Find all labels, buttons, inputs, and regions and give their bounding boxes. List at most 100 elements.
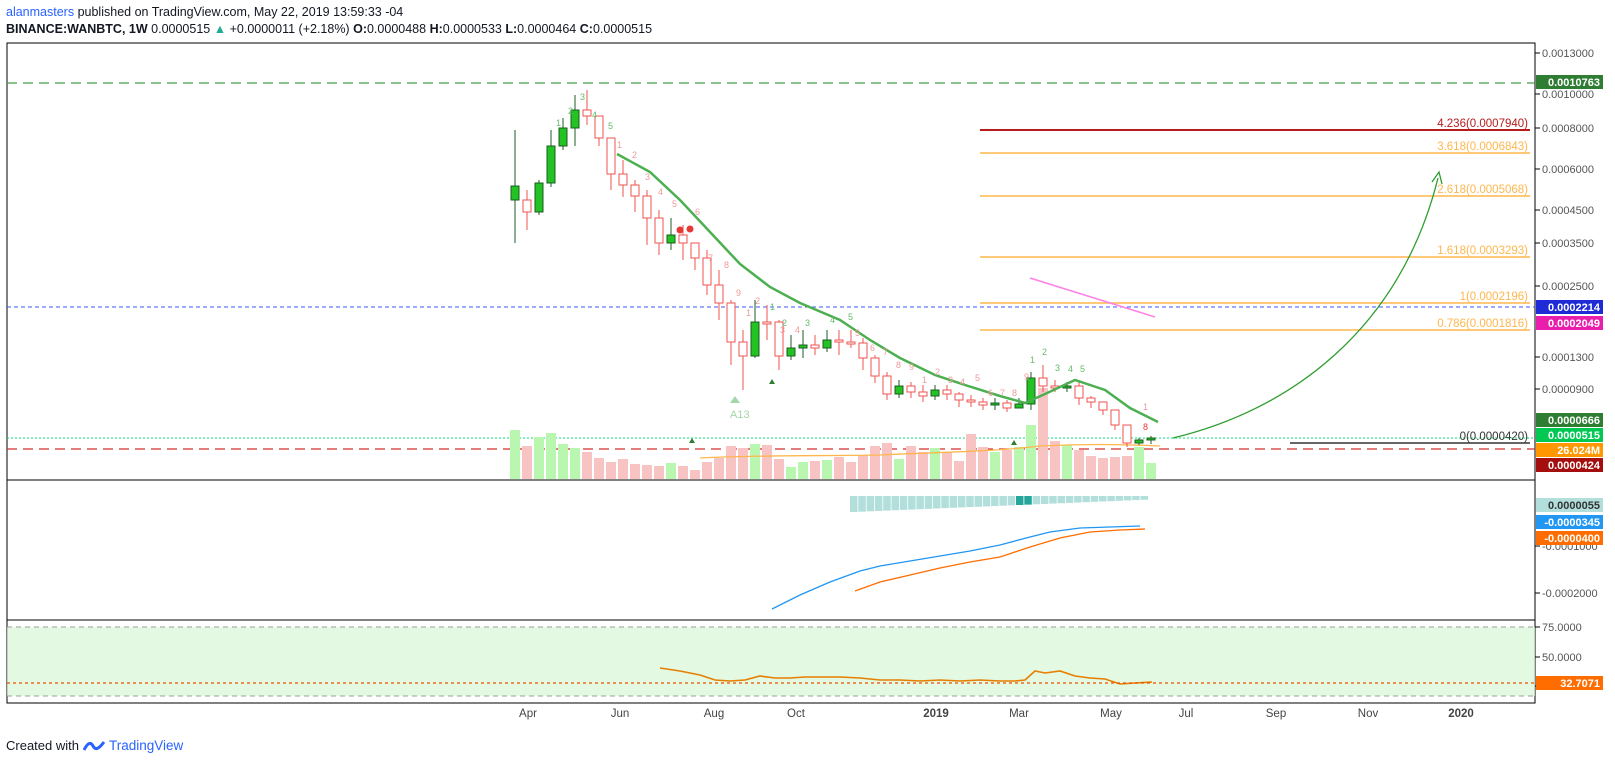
macd-hist-bar (1049, 496, 1057, 504)
volume-bar (558, 444, 568, 479)
volume-bar (894, 459, 904, 479)
candle-body (690, 242, 700, 259)
volume-bar (966, 434, 976, 479)
macd-histogram (850, 496, 1148, 512)
axis-tick-label: 0.0001300 (1542, 352, 1594, 364)
macd-hist-bar (1074, 496, 1082, 503)
volume-bar (546, 433, 556, 479)
price-badge (1536, 428, 1603, 442)
volume-ma-line (699, 443, 1161, 459)
td-marker-icon (676, 226, 684, 234)
author-link[interactable]: alanmasters (6, 5, 75, 19)
volume-bar (846, 462, 856, 479)
candle-body (1002, 402, 1012, 409)
price-badge (1536, 300, 1603, 314)
td-count-bull: 5 (1080, 364, 1085, 374)
price-badge-label: 0.0000666 (1548, 415, 1600, 427)
volume-bar (930, 448, 940, 479)
time-axis[interactable]: Apr Jun Aug Oct 2019 Mar May Jul Sep Nov 2020 (519, 708, 1474, 720)
volume-bar (654, 466, 664, 479)
candle-body (750, 321, 760, 357)
td-count-bear: 7 (708, 253, 713, 263)
tradingview-link[interactable]: TradingView (108, 738, 184, 753)
td-count-bear: 6 (695, 207, 700, 217)
td-count-bear: 7 (883, 347, 888, 357)
td-count-bear: 6 (988, 388, 993, 398)
macd-hist-bar (874, 496, 883, 511)
volume-bar (810, 461, 820, 479)
volume-bar (1134, 447, 1144, 479)
fib-level-label: 1(0.0002196) (1460, 291, 1529, 303)
td-count-bear: 5 (672, 199, 677, 209)
macd-hist-bar (1007, 496, 1016, 506)
macd-hist-bar (941, 496, 949, 509)
candle-body (846, 341, 856, 345)
publish-text: published on TradingView.com, May 22, 20… (77, 5, 404, 19)
price-badge-label: 0.0002049 (1548, 318, 1600, 330)
td-count-bear: 3 (948, 375, 953, 385)
td-count-bear: 9 (909, 362, 914, 372)
volume-bar (990, 452, 1000, 479)
volume-bar (1050, 441, 1060, 479)
td-count-bear: 6 (870, 343, 875, 353)
td-count-bear: 1 (746, 308, 751, 318)
price-axes[interactable]: 0.0013000 0.0010000 0.0008000 0.0006000 0.00… (1535, 48, 1603, 693)
axis-tick-label: 0.0006000 (1542, 164, 1594, 176)
macd-hist-bar (908, 496, 916, 510)
volume-bar (1098, 458, 1108, 479)
volume-bar (774, 459, 784, 479)
candle-body (1134, 439, 1144, 444)
volume-bar (738, 448, 748, 479)
price-badge-label: 32.7071 (1560, 678, 1600, 690)
macd-hist-bar (999, 496, 1007, 506)
candle-body (534, 182, 544, 213)
buy-marker-icon (689, 438, 695, 443)
td-count-bear: 5 (975, 373, 980, 383)
td-count-bull: 1 (556, 118, 561, 128)
td-count-bear: 2 (935, 367, 940, 377)
time-label: 2019 (923, 708, 949, 720)
volume-bar (1038, 388, 1048, 479)
volume-bar (918, 452, 928, 479)
volume-bar (690, 470, 700, 479)
td-count-bear: 5 (855, 328, 860, 338)
fib-extension[interactable]: 4.236(0.0007940) 3.618(0.0006843) 2.618(0.… (980, 118, 1530, 444)
macd-hist-bar (883, 496, 891, 511)
candle-body (1146, 437, 1156, 441)
projection-arrow[interactable] (1172, 177, 1439, 439)
candle-body (546, 145, 556, 184)
price-badge (1536, 515, 1603, 529)
time-label: Jul (1179, 708, 1194, 720)
volume-bar (1026, 425, 1036, 479)
price-badge (1536, 498, 1603, 512)
price-badge (1536, 413, 1603, 427)
macd-hist-bar (949, 496, 958, 508)
macd-hist-bar (991, 496, 999, 507)
candles (510, 90, 1156, 447)
pink-trendline[interactable] (1029, 277, 1156, 318)
volume-bar (1110, 457, 1120, 479)
symbol-label[interactable]: BINANCE:WANBTC, 1W (6, 22, 148, 36)
volume-bar (1146, 463, 1156, 479)
candle-body (606, 137, 616, 175)
price-badge (1536, 443, 1603, 457)
ema-line (616, 152, 1159, 424)
macd-hist-bar (966, 496, 974, 508)
macd-hist-bar (974, 496, 982, 507)
td-count-bull: 3 (805, 318, 810, 328)
volume-bar (570, 448, 580, 479)
td-count-bull: 4 (592, 110, 597, 120)
time-label: Nov (1358, 708, 1379, 720)
candle-body (510, 185, 520, 201)
td-count-bear: 8 (1143, 422, 1148, 432)
candle-body (1014, 403, 1024, 409)
volume-bar (1074, 450, 1084, 479)
candle-body (1086, 397, 1096, 403)
candle-body (1098, 401, 1108, 411)
candle-body (678, 234, 688, 244)
volume-bar (762, 445, 772, 479)
macd-hist-bar (1024, 496, 1032, 505)
volume-bar (978, 447, 988, 479)
td-count-bull: 3 (1055, 363, 1060, 373)
